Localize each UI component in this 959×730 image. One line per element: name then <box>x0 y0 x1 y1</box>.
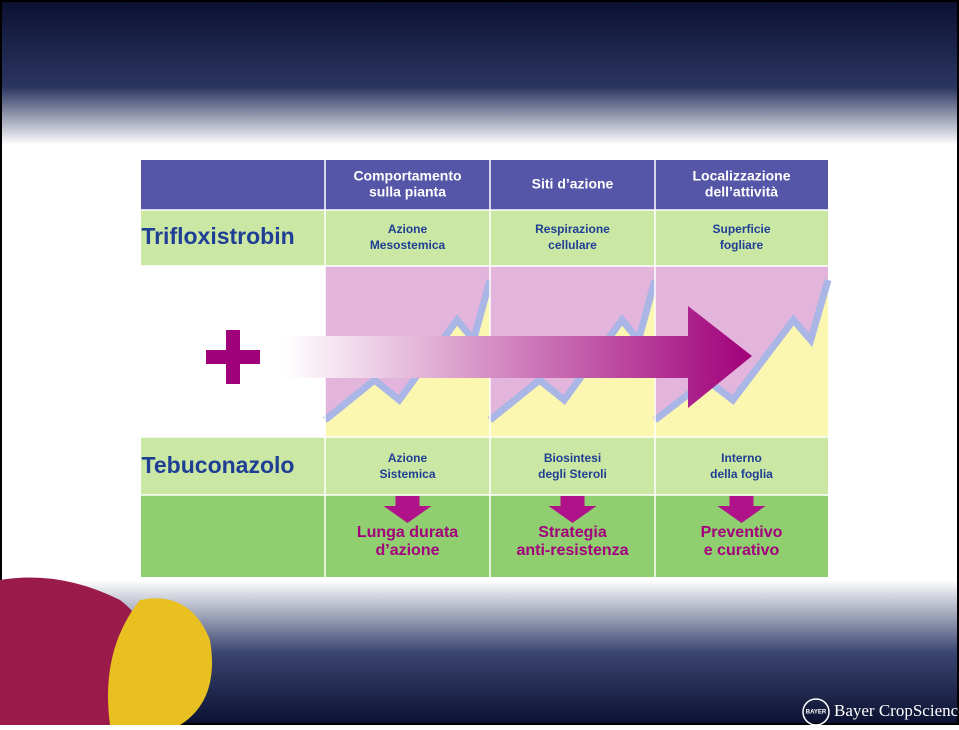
row-bg <box>141 210 828 266</box>
cell-text: Lunga durata <box>357 524 458 541</box>
cell-text: Superficie <box>712 222 770 236</box>
cell-text: Sistemica <box>379 467 435 481</box>
cell-text: d’azione <box>375 542 439 559</box>
plus <box>206 350 260 364</box>
glove <box>108 598 212 725</box>
cell-text: sulla pianta <box>369 184 446 200</box>
cell-text: degli Steroli <box>538 467 607 481</box>
result-row <box>141 495 828 577</box>
big-arrow <box>285 306 752 408</box>
row-label: Tebuconazolo <box>142 452 295 478</box>
down-arrow <box>548 496 597 523</box>
cell-text: Preventivo <box>701 524 783 541</box>
cell-text: della foglia <box>710 467 773 481</box>
cell-text: Comportamento <box>353 168 461 184</box>
cell-text: Localizzazione <box>692 168 790 184</box>
down-arrow <box>383 496 432 523</box>
cell-text: dell’attività <box>705 184 778 200</box>
cell-text: fogliare <box>720 238 764 252</box>
row-label: Trifloxistrobin <box>141 223 294 249</box>
cell-text: Mesostemica <box>370 238 446 252</box>
cell-text: Siti d’azione <box>532 176 614 192</box>
cell-text: Azione <box>388 222 428 236</box>
cell-text: Strategia <box>538 524 607 541</box>
row-bg <box>141 437 828 495</box>
logo-text: Bayer CropScience <box>834 701 959 720</box>
cell-text: cellulare <box>548 238 597 252</box>
logo-badge-text: BAYER <box>806 710 827 716</box>
cell-text: e curativo <box>704 542 780 559</box>
cell-text: anti-resistenza <box>516 542 628 559</box>
header-row <box>141 160 828 210</box>
cell-text: Respirazione <box>535 222 610 236</box>
down-arrow <box>717 496 766 523</box>
cell-text: Biosintesi <box>544 451 601 465</box>
cell-text: Interno <box>721 451 762 465</box>
cell-text: Azione <box>388 451 428 465</box>
